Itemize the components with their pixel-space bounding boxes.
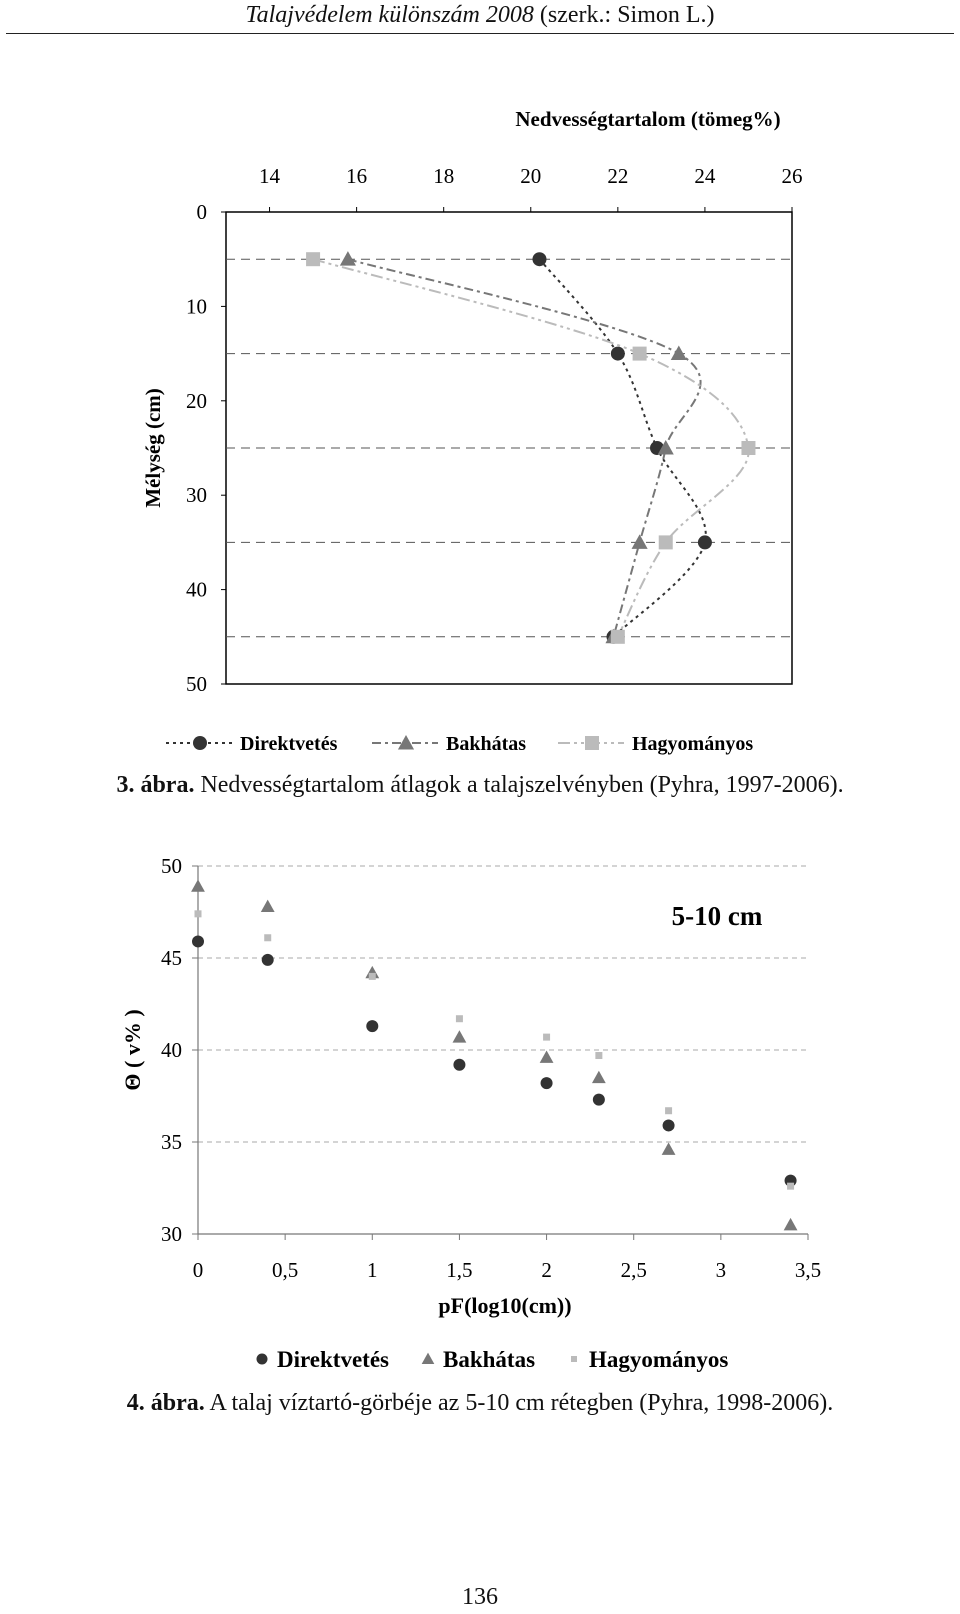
data-point <box>595 1052 603 1060</box>
y-tick-label: 30 <box>161 1222 182 1246</box>
legend-label: Bakhátas <box>443 1347 535 1372</box>
data-point <box>610 629 625 644</box>
running-header: Talajvédelem különszám 2008 (szerk.: Sim… <box>0 0 960 40</box>
x-tick-label: 1,5 <box>446 1258 472 1282</box>
data-point <box>591 1070 606 1084</box>
data-point <box>191 879 205 892</box>
data-point <box>665 1107 673 1115</box>
annotation-depth: 5-10 cm <box>672 901 763 931</box>
data-point <box>455 1015 463 1023</box>
x-tick-label: 0 <box>193 1258 204 1282</box>
data-point <box>697 535 712 550</box>
data-point <box>264 934 272 942</box>
legend-marker <box>585 736 599 750</box>
legend-label: Hagyományos <box>632 733 753 755</box>
legend-label: Direktvetés <box>277 1347 389 1372</box>
figure-4-chart: 0 0,5 1 1,5 2 2,5 3 3,5 30 35 40 45 50 5-10 cm pF(l… <box>120 854 821 1372</box>
y-tick-label: 50 <box>161 854 182 878</box>
x-tick-label: 26 <box>782 164 803 188</box>
caption-text: A talaj víztartó-görbéje az 5-10 cm réte… <box>209 1390 834 1416</box>
y-tick-label: 0 <box>197 200 208 224</box>
legend-label: Bakhátas <box>446 733 526 755</box>
legend-marker <box>571 1356 577 1362</box>
data-point <box>194 910 202 918</box>
data-point <box>453 1058 466 1071</box>
y-axis-label: Mélység (cm) <box>141 388 165 508</box>
y-axis-label: Θ ( v% ) <box>120 1009 145 1090</box>
x-axis-label: pF(log10(cm)) <box>438 1293 571 1318</box>
data-point <box>783 1217 798 1231</box>
series-line <box>312 258 750 638</box>
y-tick-label: 45 <box>161 946 182 970</box>
x-tick-label: 2,5 <box>621 1258 647 1282</box>
y-tick-label: 30 <box>186 483 207 507</box>
legend-label: Direktvetés <box>240 733 338 755</box>
figure-3-caption: 3. ábra. Nedvességtartalom átlagok a tal… <box>0 772 960 799</box>
data-point <box>632 346 647 361</box>
x-tick-label: 24 <box>694 164 716 188</box>
x-tick-label: 3 <box>716 1258 727 1282</box>
x-tick-label: 18 <box>433 164 454 188</box>
figure-3-chart: Nedvességtartalom (tömeg%) 14 16 18 20 22 24 2… <box>141 107 803 755</box>
x-tick-label: 1 <box>367 1258 378 1282</box>
legend-marker <box>193 736 207 750</box>
x-tick-label: 3,5 <box>795 1258 821 1282</box>
x-tick-label: 16 <box>346 164 367 188</box>
legend-label: Hagyományos <box>589 1347 728 1372</box>
legend-marker <box>397 734 415 750</box>
caption-label: 4. ábra. <box>126 1390 205 1416</box>
legend-marker <box>421 1352 435 1365</box>
data-point <box>452 1030 467 1043</box>
data-point <box>662 1119 675 1132</box>
data-point <box>670 345 687 361</box>
journal-title: Talajvédelem különszám 2008 <box>245 2 534 28</box>
data-point <box>260 899 275 912</box>
data-point <box>741 441 756 455</box>
x-tick-label: 22 <box>607 164 628 188</box>
data-point <box>631 534 648 549</box>
data-point <box>657 439 674 455</box>
data-point <box>543 1033 551 1041</box>
editor-note: (szerk.: Simon L.) <box>539 2 715 28</box>
x-tick-label: 20 <box>520 164 541 188</box>
data-point <box>610 346 625 361</box>
y-tick-label: 40 <box>161 1038 182 1062</box>
legend: Direktvetés Bakhátas Hagyományos <box>166 733 753 755</box>
legend-marker <box>256 1353 268 1365</box>
y-tick-label: 35 <box>161 1130 182 1154</box>
y-tick-label: 50 <box>186 672 207 696</box>
series-line <box>347 258 702 638</box>
legend: Direktvetés Bakhátas Hagyományos <box>256 1347 728 1372</box>
page-number: 136 <box>462 1584 498 1610</box>
y-tick-label: 20 <box>186 389 207 413</box>
data-point <box>261 953 274 966</box>
data-point <box>306 252 321 267</box>
data-point <box>368 972 376 980</box>
x-tick-label: 0,5 <box>272 1258 298 1282</box>
data-point <box>192 935 204 948</box>
y-tick-label: 40 <box>186 578 207 602</box>
chart-title: Nedvességtartalom (tömeg%) <box>515 107 780 131</box>
data-point <box>366 1020 379 1033</box>
x-tick-label: 2 <box>541 1258 552 1282</box>
data-point <box>540 1077 553 1090</box>
caption-label: 3. ábra. <box>116 772 195 798</box>
data-point <box>539 1050 554 1063</box>
data-point <box>658 535 673 550</box>
caption-text: Nedvességtartalom átlagok a talajszelvén… <box>200 772 844 798</box>
data-point <box>592 1093 605 1106</box>
header-rule <box>6 33 954 34</box>
data-point <box>787 1182 795 1190</box>
data-point <box>532 252 547 267</box>
x-tick-label: 14 <box>259 164 281 188</box>
y-tick-label: 10 <box>186 294 207 318</box>
data-point <box>339 251 356 266</box>
data-point <box>661 1142 676 1155</box>
figure-4-caption: 4. ábra. A talaj víztartó-görbéje az 5-1… <box>0 1390 960 1417</box>
